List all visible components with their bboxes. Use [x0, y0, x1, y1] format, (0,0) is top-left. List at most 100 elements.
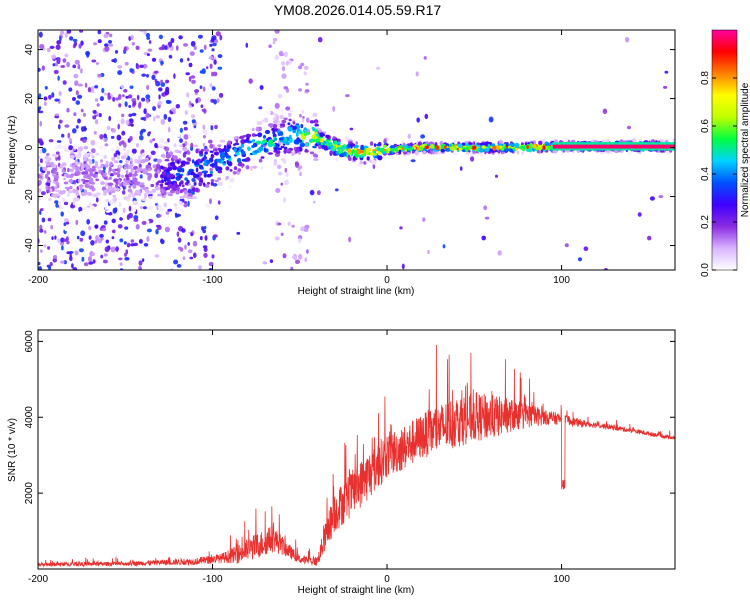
spectrogram-cell: [139, 135, 144, 141]
spectrogram-cell: [371, 160, 377, 165]
spectrogram-cell: [160, 79, 164, 84]
spectrogram-cell: [63, 145, 67, 151]
spectrogram-cell: [53, 69, 59, 75]
spectrogram-cell: [132, 184, 137, 189]
spectrogram-cell: [105, 161, 109, 165]
spectrogram-cell: [399, 226, 403, 230]
spectrogram-cell: [312, 153, 318, 158]
spectrogram-cell: [225, 155, 231, 159]
spectrogram-cell: [185, 161, 190, 165]
spectrogram-cell: [66, 251, 71, 255]
spectrogram-cell: [79, 237, 84, 242]
spectrogram-cell: [211, 254, 215, 259]
spectrogram-cell: [57, 155, 61, 161]
spectrogram-y-tick-label: -20: [24, 189, 35, 204]
spectrogram-cell: [309, 151, 315, 155]
spectrogram-cell: [178, 246, 182, 250]
spectrogram-cell: [349, 127, 354, 131]
spectrogram-cell: [148, 131, 152, 135]
spectrogram-cell: [63, 260, 67, 265]
spectrogram-cell: [108, 116, 111, 121]
spectrogram-cell: [128, 36, 131, 41]
spectrogram-cell: [407, 133, 411, 140]
spectrogram-cell: [542, 145, 546, 150]
spectrogram-cell: [136, 94, 140, 101]
spectrogram-cell: [77, 65, 80, 69]
spectrogram-cell: [141, 152, 146, 157]
spectrogram-cell: [280, 61, 286, 66]
spectrogram-cell: [43, 96, 48, 101]
spectrogram-cell: [91, 59, 97, 63]
spectrogram-y-axis-label: Frequency (Hz): [7, 116, 18, 185]
spectrogram-cell: [38, 163, 41, 167]
spectrogram-cell: [379, 147, 385, 153]
spectrogram-cell: [258, 158, 263, 163]
spectrogram-cell: [121, 113, 125, 118]
spectrogram-cell: [564, 243, 569, 248]
spectrogram-cell: [232, 171, 237, 175]
spectrogram-cell: [160, 165, 164, 170]
spectrogram-cell: [140, 117, 145, 121]
spectrogram-cell: [81, 256, 85, 262]
spectrogram-cell: [109, 200, 112, 205]
spectrogram-cell: [167, 126, 171, 133]
spectrogram-cell: [279, 114, 285, 120]
spectrogram-cell: [139, 64, 144, 69]
spectrogram-cell: [302, 129, 307, 133]
spectrogram-cell: [40, 249, 43, 253]
spectrogram-cell: [39, 228, 44, 233]
spectrogram-cell: [206, 181, 211, 185]
spectrogram-cell: [148, 40, 152, 44]
spectrogram-cell: [138, 239, 143, 244]
spectrogram-cell: [116, 173, 121, 178]
spectrogram-cell: [163, 141, 169, 145]
spectrogram-cell: [602, 108, 608, 115]
spectrogram-cell: [88, 159, 93, 165]
spectrogram-cell: [195, 98, 198, 104]
spectrogram-cell: [62, 58, 67, 63]
spectrogram-cell: [124, 61, 129, 66]
colorbar-tick-label: 0.6: [700, 119, 711, 133]
spectrogram-cell: [81, 171, 86, 175]
spectrogram-cell: [606, 139, 610, 143]
spectrogram-x-axis-label: Height of straight line (km): [298, 286, 415, 297]
spectrogram-cell: [38, 175, 42, 179]
spectrogram-cell: [49, 188, 53, 192]
spectrogram-cell: [143, 243, 149, 247]
spectrogram-cell: [130, 168, 134, 173]
spectrogram-cell: [75, 100, 81, 105]
spectrogram-cell: [341, 145, 346, 151]
spectrogram-cell: [427, 249, 430, 255]
spectrogram-cell: [115, 97, 120, 101]
spectrogram-cell: [564, 150, 571, 153]
spectrogram-cell: [309, 139, 312, 143]
spectrogram-cell: [504, 148, 510, 152]
spectrogram-cell: [52, 255, 58, 259]
spectrogram-cell: [131, 42, 135, 46]
snr-panel: -200 -100 0 100 2000 4000 6000 Height of stra…: [7, 329, 676, 596]
spectrogram-cell: [100, 237, 104, 241]
page-title: YM08.2026.014.05.59.R17: [273, 2, 442, 18]
spectrogram-cell: [136, 190, 140, 194]
spectrogram-cell: [61, 245, 64, 251]
snr-x-tick-label: 100: [553, 574, 570, 585]
spectrogram-cell: [88, 185, 95, 190]
spectrogram-cell: [253, 150, 259, 154]
spectrogram-cell: [51, 236, 54, 241]
spectrogram-cell: [233, 166, 238, 171]
spectrogram-cell: [117, 156, 120, 160]
spectrogram-cell: [113, 160, 119, 164]
spectrogram-cell: [201, 226, 205, 231]
spectrogram-cell: [333, 140, 338, 145]
spectrogram-cell: [317, 37, 323, 43]
spectrogram-cell: [128, 94, 133, 99]
spectrogram-cell: [134, 158, 138, 164]
spectrogram-cell: [200, 104, 204, 108]
spectrogram-cell: [219, 139, 226, 143]
spectrogram-cell: [332, 129, 337, 135]
spectrogram-cell: [51, 54, 57, 59]
spectrogram-cell: [395, 152, 399, 156]
spectrogram-cell: [260, 156, 265, 159]
spectrogram-cell: [199, 49, 204, 53]
spectrogram-cell: [39, 149, 43, 154]
